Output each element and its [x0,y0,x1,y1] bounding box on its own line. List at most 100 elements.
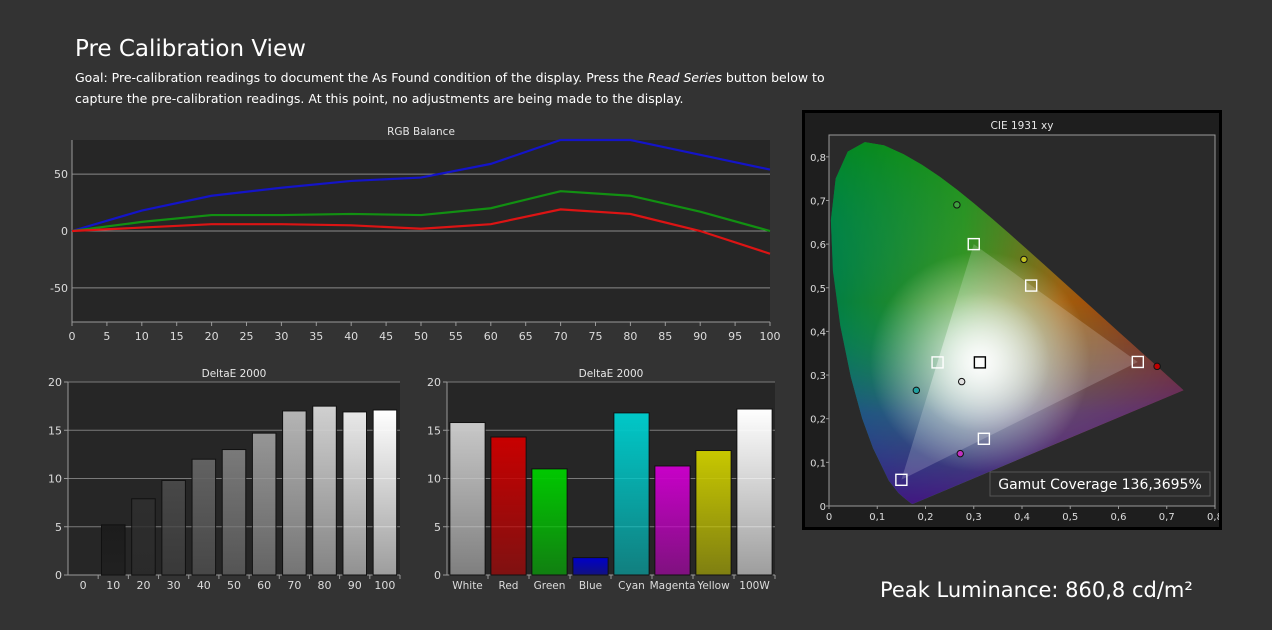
x-tick-label: 0,8 [1207,512,1219,523]
bar-40 [191,458,217,576]
x-tick-label: 50 [227,579,241,592]
x-tick-label: 55 [449,330,463,343]
x-tick-label: 50 [414,330,428,343]
x-tick-label: Green [534,580,566,592]
x-tick-label: 80 [318,579,332,592]
x-tick-label: 20 [136,579,150,592]
x-tick-label: 25 [240,330,254,343]
bar-green [531,468,568,576]
y-tick-label: 5 [55,521,62,534]
measured-point [1020,255,1028,264]
target-point [973,356,987,369]
y-tick-label: 0,4 [810,327,826,338]
y-tick-label: 10 [48,473,62,486]
series-line-0 [71,138,771,233]
bar-70 [282,410,307,576]
y-tick-label: 20 [427,376,441,389]
bar-magenta [654,465,691,576]
x-tick-label: Red [499,580,519,592]
bar-60 [251,432,277,576]
x-tick-label: 90 [348,579,362,592]
y-tick-label: 5 [434,521,441,534]
y-tick-label: 50 [54,168,68,181]
x-tick-label: 100 [760,330,781,343]
peak-luminance: Peak Luminance: 860,8 cd/m² [880,578,1193,602]
bar-red [490,436,527,576]
bar-cyan [613,412,650,576]
x-tick-label: 15 [170,330,184,343]
x-tick-label: 10 [106,579,120,592]
chart-title: DeltaE 2000 [202,368,267,380]
target-point [931,356,944,369]
bar-30 [161,479,186,576]
bar-100w [736,408,773,576]
bar-80 [312,405,337,576]
measured-point [956,449,964,458]
gamut-coverage-box [989,471,1211,497]
x-tick-label: 0,3 [966,512,982,523]
cie-1931-chart: CIE 1931 xy 0,8 0,7 0,6 0,5 0,4 0,3 0,2 0,1 00 0,1… [810,120,1219,523]
x-tick-label: 5 [103,330,110,343]
x-tick-label: 40 [197,579,211,592]
cie-1931-panel: CIE 1931 xy 0,8 0,7 0,6 0,5 0,4 0,3 0,2 0,1 0 0 0,1… [802,110,1222,530]
target-point [1131,355,1144,369]
y-tick-label: 0,3 [810,371,826,382]
y-tick-label: 0,5 [810,284,826,295]
bar-white [449,422,486,576]
page-title: Pre Calibration View [75,36,306,62]
x-tick-label: 0,5 [1062,512,1078,523]
x-tick-label: 0 [826,512,832,523]
x-tick-label: 100W [739,580,770,592]
x-tick-label: 30 [274,330,288,343]
y-tick-label: 0,2 [810,415,826,426]
goal-description: Goal: Pre-calibration readings to docume… [75,67,845,109]
chart-title: RGB Balance [387,126,455,138]
y-tick-label: 0,6 [810,240,826,251]
chart-title: CIE 1931 xy [991,120,1054,132]
deltae-colors-chart: DeltaE 2000 20 15 10 5 0 White Red Green Blue Cyan… [427,368,776,592]
x-tick-label: 10 [135,330,149,343]
y-tick-label: 10 [427,473,441,486]
x-tick-label: 30 [167,579,181,592]
chart-title: DeltaE 2000 [579,368,644,380]
x-tick-label: 60 [257,579,271,592]
x-tick-label: 35 [309,330,323,343]
x-tick-label: 0,1 [869,512,885,523]
y-tick-label: 0 [61,225,68,238]
x-tick-label: 20 [205,330,219,343]
goal-text-prefix: Goal: Pre-calibration readings to docume… [75,70,648,85]
read-series-emphasis: Read Series [647,70,722,85]
y-tick-label: 20 [48,376,62,389]
target-gamut-glow [901,244,1138,480]
rgb-balance-chart: RGB Balance 50 0 -50 0 5 10 15 20 25 30 35 40 45 50 55 6… [50,126,781,343]
x-tick-label: 65 [519,330,533,343]
x-tick-label: 100 [374,579,395,592]
bar-yellow [695,450,732,576]
x-tick-label: 70 [554,330,568,343]
measured-point [953,201,961,209]
y-tick-label: 0 [434,569,441,582]
x-tick-label: 0 [80,579,87,592]
x-tick-label: 80 [623,330,637,343]
target-point [1024,279,1038,292]
bar-blue [572,557,609,576]
x-tick-label: White [452,580,483,592]
y-tick-label: 0 [55,569,62,582]
x-tick-label: 0,7 [1159,512,1175,523]
x-tick-label: 95 [728,330,742,343]
measured-point [912,386,921,395]
bar-50 [221,449,247,576]
target-point [977,432,991,445]
y-tick-label: 0 [820,502,826,513]
x-tick-label: 0,4 [1014,512,1030,523]
x-tick-label: 90 [693,330,707,343]
x-tick-label: 0,6 [1111,512,1127,523]
y-tick-label: 0,1 [810,458,826,469]
bar-90 [342,411,367,576]
y-tick-label: 0,8 [810,153,826,164]
x-tick-label: 85 [658,330,672,343]
measured-point [957,377,966,386]
x-tick-label: Cyan [618,580,645,592]
x-tick-label: 70 [287,579,301,592]
